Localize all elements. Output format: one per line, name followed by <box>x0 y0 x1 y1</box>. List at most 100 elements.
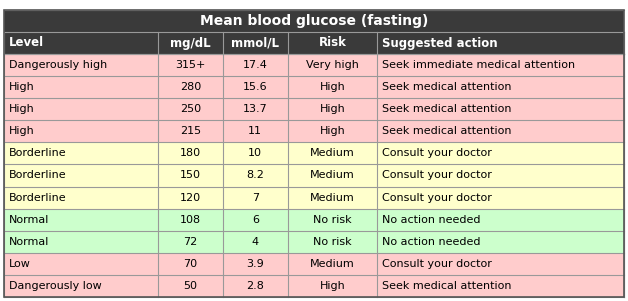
Text: 315+: 315+ <box>175 60 206 70</box>
Text: High: High <box>320 104 345 114</box>
Text: No action needed: No action needed <box>382 237 480 247</box>
Bar <box>288 231 377 253</box>
Bar <box>4 164 158 187</box>
Bar <box>288 98 377 120</box>
Text: 108: 108 <box>180 215 201 225</box>
Bar <box>4 275 158 297</box>
Bar <box>288 209 377 231</box>
Bar <box>4 187 158 209</box>
Text: Normal: Normal <box>9 237 50 247</box>
Bar <box>377 120 624 142</box>
Text: Level: Level <box>9 36 44 49</box>
Bar <box>158 142 223 164</box>
Bar <box>158 209 223 231</box>
Bar <box>223 142 288 164</box>
Text: Consult your doctor: Consult your doctor <box>382 148 492 158</box>
Text: 150: 150 <box>180 170 201 181</box>
Text: High: High <box>9 126 35 136</box>
Bar <box>223 54 288 76</box>
Bar <box>377 164 624 187</box>
Bar <box>377 253 624 275</box>
Text: Seek medical attention: Seek medical attention <box>382 82 512 92</box>
Text: Normal: Normal <box>9 215 50 225</box>
Bar <box>377 32 624 54</box>
Text: Low: Low <box>9 259 31 269</box>
Bar <box>158 231 223 253</box>
Text: Medium: Medium <box>310 148 355 158</box>
Bar <box>4 120 158 142</box>
Text: No risk: No risk <box>313 215 352 225</box>
Bar <box>377 187 624 209</box>
Bar <box>377 231 624 253</box>
Text: 72: 72 <box>183 237 198 247</box>
Text: mmol/L: mmol/L <box>231 36 279 49</box>
Text: Consult your doctor: Consult your doctor <box>382 259 492 269</box>
Text: Borderline: Borderline <box>9 170 67 181</box>
Text: Dangerously high: Dangerously high <box>9 60 107 70</box>
Bar <box>4 209 158 231</box>
Text: No risk: No risk <box>313 237 352 247</box>
Bar <box>223 98 288 120</box>
Bar <box>288 253 377 275</box>
Bar <box>223 275 288 297</box>
Bar <box>223 32 288 54</box>
Text: 11: 11 <box>248 126 263 136</box>
Text: Consult your doctor: Consult your doctor <box>382 193 492 203</box>
Text: 2.8: 2.8 <box>246 281 264 291</box>
Bar <box>223 76 288 98</box>
Bar <box>377 76 624 98</box>
Text: Very high: Very high <box>306 60 359 70</box>
Text: Seek medical attention: Seek medical attention <box>382 281 512 291</box>
Bar <box>223 231 288 253</box>
Bar <box>158 98 223 120</box>
Bar <box>158 164 223 187</box>
Bar <box>377 142 624 164</box>
Bar <box>4 231 158 253</box>
Text: 120: 120 <box>180 193 201 203</box>
Text: 15.6: 15.6 <box>243 82 268 92</box>
Text: High: High <box>9 104 35 114</box>
Text: Suggested action: Suggested action <box>382 36 498 49</box>
Text: mg/dL: mg/dL <box>170 36 211 49</box>
Text: High: High <box>320 126 345 136</box>
Bar <box>377 209 624 231</box>
Bar <box>223 209 288 231</box>
Bar <box>158 120 223 142</box>
Bar <box>288 164 377 187</box>
Text: High: High <box>9 82 35 92</box>
Text: Dangerously low: Dangerously low <box>9 281 102 291</box>
Text: 8.2: 8.2 <box>246 170 264 181</box>
Text: Seek medical attention: Seek medical attention <box>382 126 512 136</box>
Bar <box>158 32 223 54</box>
Bar <box>288 32 377 54</box>
Bar <box>288 142 377 164</box>
Text: Risk: Risk <box>318 36 347 49</box>
Text: 180: 180 <box>180 148 201 158</box>
Text: 17.4: 17.4 <box>243 60 268 70</box>
Bar <box>4 142 158 164</box>
Bar <box>158 54 223 76</box>
Bar <box>223 120 288 142</box>
Text: 10: 10 <box>248 148 263 158</box>
Text: Borderline: Borderline <box>9 148 67 158</box>
Text: 3.9: 3.9 <box>246 259 264 269</box>
Text: Borderline: Borderline <box>9 193 67 203</box>
Bar <box>4 32 158 54</box>
Bar <box>158 187 223 209</box>
Text: 215: 215 <box>180 126 201 136</box>
Bar <box>223 164 288 187</box>
Text: 4: 4 <box>252 237 259 247</box>
Bar <box>223 253 288 275</box>
Text: High: High <box>320 281 345 291</box>
Bar <box>288 120 377 142</box>
Text: Mean blood glucose (fasting): Mean blood glucose (fasting) <box>200 14 428 28</box>
Text: High: High <box>320 82 345 92</box>
Text: Medium: Medium <box>310 170 355 181</box>
Bar <box>377 98 624 120</box>
Bar <box>288 76 377 98</box>
Bar <box>288 275 377 297</box>
Bar <box>158 275 223 297</box>
Bar <box>377 275 624 297</box>
Bar <box>158 253 223 275</box>
Bar <box>4 98 158 120</box>
